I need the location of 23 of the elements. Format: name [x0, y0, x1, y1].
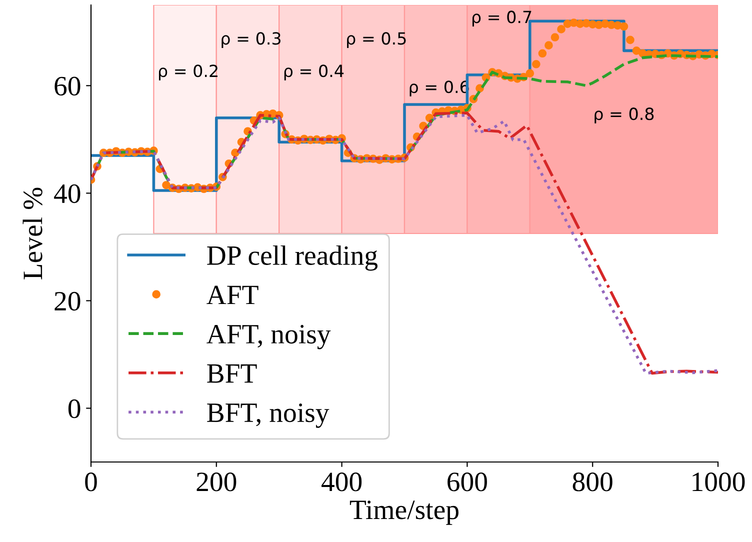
x-tick-label: 800 — [572, 472, 612, 492]
band-label: ρ = 0.7 — [472, 10, 532, 26]
x-axis-title: Time/step — [350, 500, 458, 525]
band-label: ρ = 0.5 — [347, 32, 406, 48]
x-tick-label: 600 — [448, 472, 487, 492]
y-axis-title: Level % — [22, 188, 42, 280]
legend-label: BFT, noisy — [207, 403, 330, 428]
x-tick-label: 200 — [196, 472, 236, 492]
x-tick-label: 1000 — [692, 472, 745, 492]
x-tick-label: 0 — [85, 472, 97, 492]
y-tick-label: 0 — [68, 399, 80, 418]
y-tick-label: 40 — [54, 184, 80, 204]
band-label: ρ = 0.8 — [594, 108, 654, 124]
legend-label: DP cell reading — [207, 245, 378, 271]
band-label: ρ = 0.3 — [222, 32, 280, 48]
band-label: ρ = 0.2 — [158, 64, 218, 80]
legend-label: BFT — [207, 364, 257, 383]
y-tick-label: 20 — [54, 292, 80, 311]
band-label: ρ = 0.4 — [284, 64, 344, 80]
x-tick-label: 400 — [322, 472, 362, 492]
y-tick-label: 60 — [54, 76, 80, 96]
legend-label: AFT, noisy — [206, 324, 331, 350]
legend-label: AFT — [206, 286, 258, 304]
